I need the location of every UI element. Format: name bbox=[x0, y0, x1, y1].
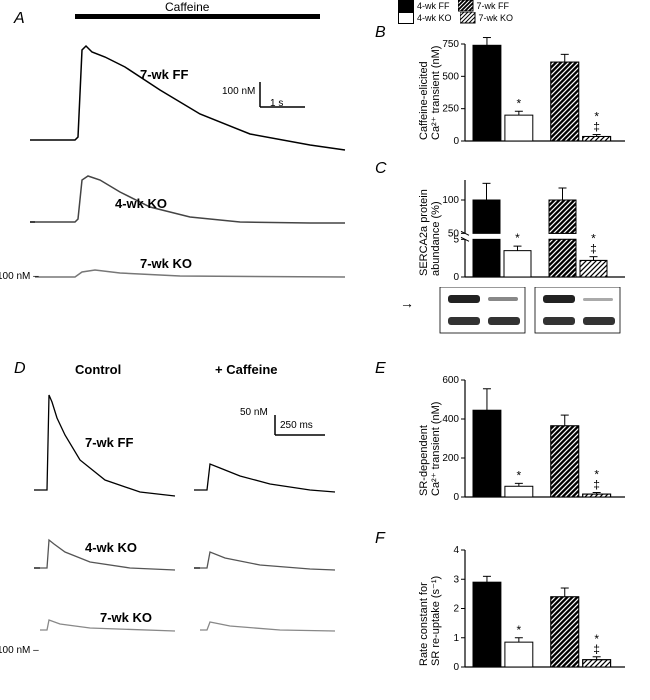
svg-text:100: 100 bbox=[442, 195, 459, 206]
western-blot bbox=[420, 287, 630, 335]
svg-text:3: 3 bbox=[453, 574, 459, 585]
svg-text:*: * bbox=[515, 231, 520, 245]
svg-text:0: 0 bbox=[453, 272, 459, 282]
panel-f-chart: 01234*‡*Rate constant forSR re-uptake (s… bbox=[420, 542, 630, 672]
panel-e-chart: 0200400600*‡*SR-dependentCa²⁺ transient … bbox=[420, 372, 630, 502]
svg-text:*: * bbox=[594, 468, 599, 482]
svg-text:*: * bbox=[594, 110, 599, 124]
svg-text:5: 5 bbox=[453, 234, 459, 245]
svg-text:200: 200 bbox=[442, 453, 459, 464]
panel-c-label: C bbox=[375, 160, 387, 178]
svg-text:*: * bbox=[517, 96, 522, 110]
panel-b-chart: 0250500750*‡*Caffeine-elicitedCa²⁺ trans… bbox=[420, 36, 630, 146]
svg-text:*: * bbox=[517, 468, 522, 482]
svg-text:600: 600 bbox=[442, 375, 459, 386]
svg-text:750: 750 bbox=[442, 39, 459, 50]
blot-arrow: → bbox=[400, 295, 414, 311]
panel-b-label: B bbox=[375, 24, 386, 42]
svg-text:0: 0 bbox=[453, 136, 459, 146]
svg-text:0: 0 bbox=[453, 662, 459, 672]
svg-text:500: 500 bbox=[442, 71, 459, 82]
panel-c-chart: 5010005*‡*SERCA2a proteinabundance (%) bbox=[420, 172, 630, 282]
svg-text:1: 1 bbox=[453, 633, 459, 644]
svg-text:4: 4 bbox=[453, 545, 459, 556]
svg-text:*: * bbox=[591, 232, 596, 246]
svg-text:400: 400 bbox=[442, 414, 459, 425]
svg-text:0: 0 bbox=[453, 492, 459, 502]
svg-text:2: 2 bbox=[453, 604, 459, 615]
svg-text:*: * bbox=[594, 632, 599, 646]
panel-f-label: F bbox=[375, 530, 385, 548]
svg-text:250: 250 bbox=[442, 104, 459, 115]
svg-text:*: * bbox=[517, 623, 522, 637]
panel-e-label: E bbox=[375, 360, 386, 378]
